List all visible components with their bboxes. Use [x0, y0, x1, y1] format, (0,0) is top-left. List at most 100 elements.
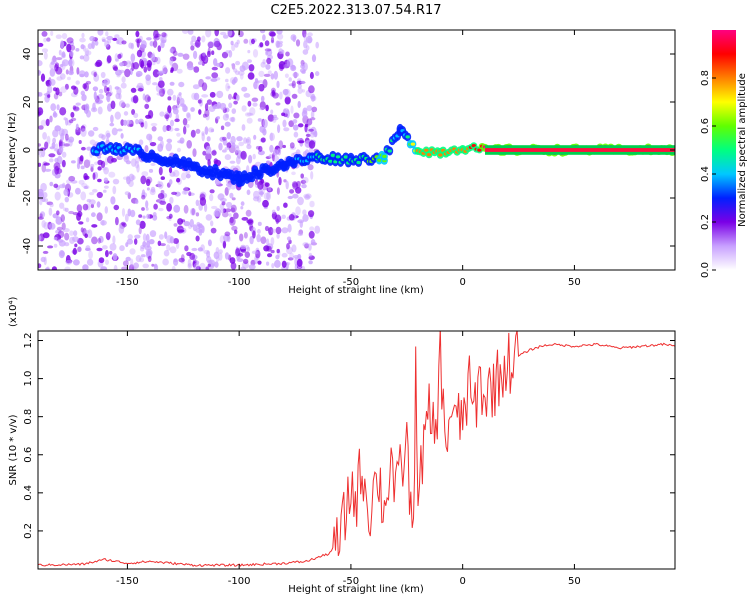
noise-mark — [68, 59, 73, 65]
noise-mark — [222, 208, 227, 213]
noise-mark — [241, 124, 246, 131]
noise-mark — [264, 40, 270, 47]
y-tick-label: 0.4 — [23, 485, 34, 501]
noise-mark — [207, 239, 212, 247]
noise-mark — [72, 105, 77, 110]
noise-mark — [224, 121, 231, 127]
noise-mark — [144, 103, 150, 110]
noise-mark — [252, 153, 256, 160]
noise-mark — [121, 76, 126, 83]
noise-mark — [299, 68, 306, 73]
noise-mark — [135, 156, 140, 164]
noise-mark — [81, 32, 85, 39]
noise-mark — [169, 57, 174, 66]
noise-mark — [308, 255, 315, 260]
noise-mark — [105, 231, 111, 241]
noise-mark — [254, 179, 259, 185]
noise-mark — [297, 219, 305, 224]
noise-mark — [113, 204, 120, 211]
noise-mark — [85, 80, 91, 85]
noise-mark — [114, 34, 120, 39]
noise-mark — [297, 87, 303, 94]
noise-mark — [240, 201, 245, 206]
noise-mark — [295, 39, 301, 47]
noise-mark — [103, 177, 109, 183]
noise-mark — [187, 30, 194, 35]
noise-mark — [297, 123, 304, 128]
noise-mark — [84, 103, 90, 112]
noise-mark — [106, 55, 112, 63]
noise-mark — [192, 224, 197, 232]
noise-mark — [47, 245, 54, 249]
noise-mark — [198, 53, 206, 62]
noise-mark — [83, 159, 91, 168]
noise-mark — [106, 35, 114, 41]
noise-mark — [135, 219, 141, 226]
y-tick-label: 40 — [22, 48, 33, 61]
noise-mark — [173, 204, 181, 213]
noise-mark — [183, 221, 191, 227]
noise-mark — [63, 143, 71, 147]
noise-mark — [309, 226, 315, 231]
y-tick-label: 0.8 — [23, 409, 34, 425]
noise-mark — [91, 224, 98, 228]
noise-mark — [166, 138, 173, 143]
noise-mark — [86, 258, 94, 266]
noise-mark — [199, 197, 207, 206]
noise-mark — [258, 83, 265, 92]
noise-mark — [215, 62, 223, 67]
carrier-core — [485, 148, 675, 152]
signal-core — [335, 155, 341, 159]
noise-mark — [203, 249, 210, 255]
noise-mark — [179, 137, 185, 144]
noise-mark — [305, 35, 313, 44]
noise-mark — [129, 248, 136, 255]
noise-mark — [162, 125, 167, 133]
noise-mark — [149, 41, 154, 47]
noise-mark — [151, 263, 155, 267]
noise-mark — [53, 110, 57, 117]
noise-mark — [209, 193, 214, 202]
noise-mark — [157, 80, 165, 88]
noise-mark — [126, 238, 134, 245]
noise-mark — [80, 165, 85, 170]
noise-mark — [231, 63, 236, 67]
noise-mark — [205, 145, 212, 155]
noise-mark — [56, 226, 63, 231]
noise-mark — [105, 31, 109, 37]
noise-mark — [292, 72, 299, 78]
noise-mark — [84, 230, 90, 234]
noise-mark — [68, 175, 76, 182]
noise-mark — [157, 136, 164, 142]
noise-mark — [157, 193, 165, 200]
noise-mark — [307, 164, 314, 171]
noise-mark — [61, 53, 66, 59]
noise-mark — [278, 60, 286, 70]
noise-mark — [259, 101, 266, 110]
noise-mark — [157, 240, 162, 246]
colorbar-ticks: 0.0 0.2 0.4 0.6 0.8 — [700, 70, 716, 278]
noise-mark — [277, 124, 281, 134]
noise-mark — [240, 248, 247, 253]
noise-mark — [186, 112, 191, 118]
noise-mark — [270, 237, 275, 246]
noise-mark — [169, 81, 175, 86]
noise-mark — [283, 202, 288, 208]
noise-mark — [202, 56, 208, 62]
noise-mark — [80, 227, 84, 233]
noise-mark — [222, 113, 229, 121]
noise-mark — [211, 66, 218, 71]
noise-mark — [292, 119, 298, 124]
noise-mark — [204, 103, 209, 111]
noise-mark — [116, 40, 120, 45]
noise-mark — [264, 225, 270, 232]
noise-mark — [273, 70, 278, 80]
noise-mark — [152, 40, 158, 48]
noise-mark — [69, 41, 75, 46]
noise-mark — [116, 73, 121, 78]
noise-mark — [165, 125, 172, 131]
noise-mark — [106, 132, 111, 138]
figure-title: C2E5.2022.313.07.54.R17 — [270, 3, 441, 18]
noise-mark — [246, 144, 252, 150]
noise-mark — [58, 91, 63, 97]
